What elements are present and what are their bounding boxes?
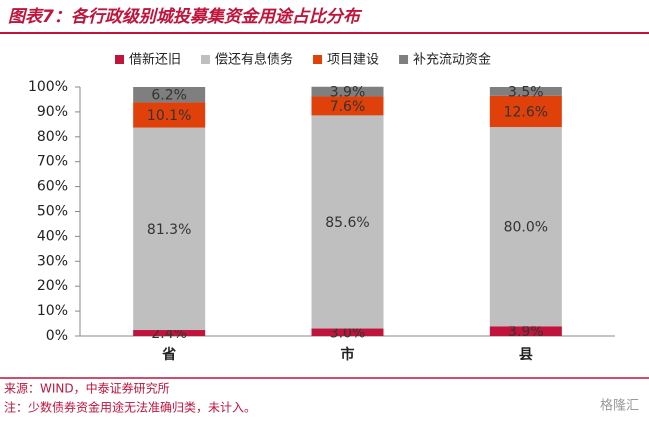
value-label: 3.0% — [330, 325, 366, 341]
y-tick-label: 40% — [37, 228, 68, 244]
y-tick-label: 0% — [46, 328, 68, 344]
value-label: 10.1% — [147, 108, 191, 124]
y-tick-label: 80% — [37, 129, 68, 145]
y-tick-label: 100% — [28, 79, 68, 95]
x-tick-label: 市 — [341, 346, 355, 363]
bar-segment — [133, 330, 206, 336]
bar-segment — [311, 115, 384, 329]
bar-segment — [311, 86, 384, 97]
value-label: 3.9% — [330, 85, 366, 101]
y-tick-label: 20% — [37, 278, 68, 294]
legend-label: 项目建设 — [327, 53, 379, 68]
value-label: 81.3% — [147, 222, 191, 238]
value-label: 6.2% — [151, 88, 187, 104]
y-tick-label: 30% — [37, 253, 68, 269]
legend-label: 补充流动资金 — [413, 52, 491, 68]
bar-segment — [489, 326, 562, 336]
legend-label: 借新还旧 — [129, 52, 181, 68]
value-label: 80.0% — [504, 220, 548, 236]
y-tick-label: 70% — [37, 154, 68, 170]
legend-label: 偿还有息债务 — [215, 52, 293, 68]
chart-title: 图表7：各行政级别城投募集资金用途占比分布 — [8, 7, 363, 27]
legend-swatch — [201, 55, 211, 64]
source: 来源：WIND，中泰证券研究所 — [4, 381, 170, 396]
value-label: 3.9% — [508, 324, 544, 340]
bar-segment — [489, 95, 562, 128]
note: 注：少数债券资金用途无法准确归类，未计入。 — [4, 400, 256, 415]
bar-segment — [133, 127, 206, 331]
x-tick-label: 县 — [519, 347, 533, 363]
legend-swatch — [399, 55, 409, 64]
bar-segment — [311, 328, 384, 336]
value-label: 7.6% — [330, 99, 366, 115]
watermark: 格隆汇 — [600, 398, 639, 414]
y-tick-label: 50% — [37, 204, 68, 220]
x-tick-label: 省 — [161, 346, 176, 363]
legend-swatch — [115, 55, 124, 64]
value-label: 3.5% — [508, 84, 544, 100]
legend-swatch — [313, 55, 323, 64]
y-tick-label: 60% — [37, 179, 68, 195]
bar-segment — [133, 87, 206, 103]
value-label: 85.6% — [325, 215, 369, 231]
value-label: 12.6% — [504, 104, 548, 120]
y-tick-label: 10% — [37, 303, 68, 319]
bar-segment — [489, 127, 562, 327]
bar-segment — [133, 102, 206, 128]
bar-segment — [489, 87, 562, 96]
bar-segment — [311, 96, 384, 116]
y-tick-label: 90% — [37, 104, 68, 120]
